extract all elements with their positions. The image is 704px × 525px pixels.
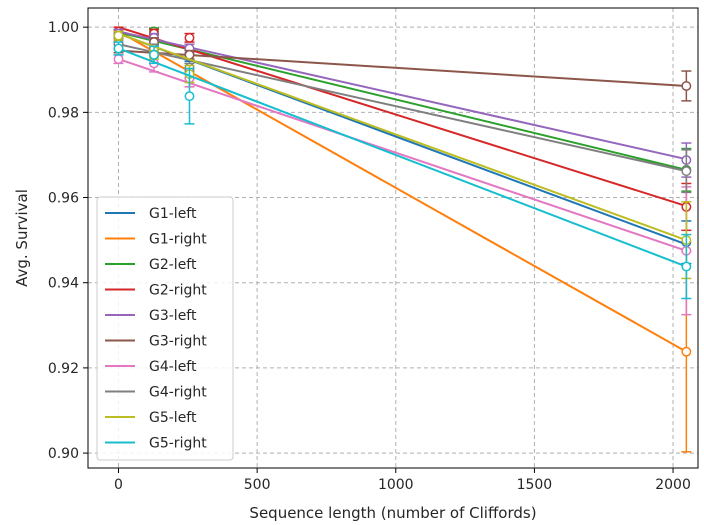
fit-line-G4-left <box>118 58 687 252</box>
y-tick-label: 0.90 <box>48 446 79 462</box>
legend-item-G2-left: G2-left <box>105 257 197 273</box>
legend-item-G5-right: G5-right <box>105 436 207 452</box>
legend-label: G1-left <box>149 206 197 222</box>
y-tick-label: 1.00 <box>48 20 79 36</box>
legend-label: G3-left <box>149 308 197 324</box>
legend-label: G5-right <box>149 436 207 452</box>
data-point <box>681 166 692 177</box>
data-point <box>113 43 124 54</box>
fit-line-G4-right <box>118 43 687 173</box>
y-tick-label: 0.96 <box>48 191 79 207</box>
fit-line-G2-right <box>118 26 687 208</box>
legend-item-G1-left: G1-left <box>105 206 197 222</box>
x-tick-label: 1500 <box>517 477 553 493</box>
y-tick-label: 0.98 <box>48 105 79 121</box>
legend-label: G1-right <box>149 232 207 248</box>
legend-label: G2-left <box>149 257 197 273</box>
x-tick-label: 0 <box>114 477 123 493</box>
x-tick-label: 2000 <box>655 477 691 493</box>
legend-label: G4-right <box>149 385 207 401</box>
y-axis: 0.90 0.92 0.94 0.96 0.98 1.00 <box>48 20 88 462</box>
legend-item-G2-right: G2-right <box>105 283 207 299</box>
fit-line-G5-left <box>118 32 687 242</box>
legend-label: G3-right <box>149 334 207 350</box>
series-G5-right <box>113 41 692 300</box>
series-layer <box>113 26 692 453</box>
fit-line-G3-right <box>118 49 687 87</box>
data-point <box>681 80 692 91</box>
y-tick-label: 0.92 <box>48 361 79 377</box>
data-point <box>681 346 692 357</box>
legend-label: G2-right <box>149 283 207 299</box>
legend-item-G4-left: G4-left <box>105 359 197 375</box>
x-axis: 0 500 1000 1500 2000 <box>114 468 691 493</box>
y-axis-label: Avg. Survival <box>13 189 31 287</box>
legend-label: G4-left <box>149 359 197 375</box>
legend-item-G4-right: G4-right <box>105 385 207 401</box>
series-G3-right <box>113 37 692 102</box>
legend-item-G3-left: G3-left <box>105 308 197 324</box>
data-point <box>184 32 195 43</box>
series-G2-left <box>113 26 692 192</box>
plot-frame <box>87 7 699 469</box>
legend-label: G5-left <box>149 410 197 426</box>
x-tick-label: 1000 <box>378 477 414 493</box>
x-axis-label: Sequence length (number of Cliffords) <box>249 504 536 522</box>
fit-line-G2-left <box>118 31 687 171</box>
data-point <box>113 30 124 41</box>
legend-item-G5-left: G5-left <box>105 410 197 426</box>
fit-line-G3-left <box>118 30 687 161</box>
legend-item-G3-right: G3-right <box>105 334 207 350</box>
data-point <box>681 261 692 272</box>
legend-box <box>96 196 234 461</box>
fit-line-G5-right <box>118 47 687 268</box>
data-point <box>113 54 124 65</box>
x-tick-label: 500 <box>244 477 271 493</box>
data-point <box>149 49 159 60</box>
y-tick-label: 0.94 <box>48 276 79 292</box>
legend-item-G1-right: G1-right <box>105 232 207 248</box>
legend: G1-left G1-right G2-left G2-right G3-left G3-… <box>96 196 234 461</box>
data-point <box>184 91 195 102</box>
